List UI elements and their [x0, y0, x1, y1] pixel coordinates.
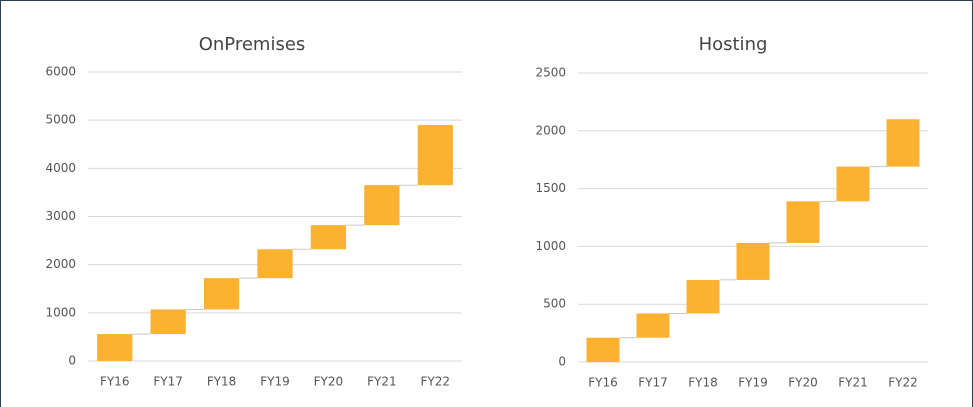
y-tick-label: 2500 — [535, 66, 566, 80]
x-tick-label: FY18 — [207, 375, 237, 389]
y-tick-label: 2000 — [535, 123, 566, 137]
bar — [786, 201, 820, 243]
chart-title: Hosting — [699, 34, 768, 55]
bar — [736, 242, 770, 280]
y-tick-label: 5000 — [45, 113, 76, 127]
y-tick-label: 6000 — [45, 65, 76, 79]
x-tick-label: FY22 — [421, 375, 451, 389]
x-tick-label: FY19 — [738, 376, 768, 390]
y-tick-label: 1500 — [535, 181, 566, 195]
y-tick-label: 2000 — [45, 257, 76, 271]
bar — [150, 309, 186, 335]
bar — [636, 313, 670, 338]
x-tick-label: FY18 — [688, 376, 718, 390]
bar — [97, 334, 133, 361]
bar — [364, 185, 400, 226]
bar — [417, 124, 453, 186]
x-tick-label: FY17 — [153, 375, 183, 389]
y-tick-label: 3000 — [45, 209, 76, 223]
x-tick-label: FY19 — [260, 375, 290, 389]
y-tick-label: 0 — [558, 355, 566, 369]
bar — [586, 337, 620, 362]
x-tick-label: FY20 — [314, 375, 344, 389]
bar — [886, 119, 920, 167]
bar — [203, 278, 240, 310]
bar — [686, 279, 720, 314]
y-tick-label: 0 — [68, 354, 76, 368]
y-tick-label: 500 — [543, 297, 566, 311]
y-tick-label: 1000 — [535, 239, 566, 253]
x-tick-label: FY17 — [638, 376, 668, 390]
bar — [836, 166, 870, 202]
x-tick-label: FY16 — [588, 376, 618, 390]
y-tick-label: 4000 — [45, 161, 76, 175]
bar — [257, 249, 293, 279]
x-tick-label: FY20 — [788, 376, 818, 390]
x-tick-label: FY21 — [838, 376, 868, 390]
bar — [310, 225, 347, 250]
x-tick-label: FY16 — [100, 375, 130, 389]
x-tick-label: FY22 — [888, 376, 918, 390]
y-tick-label: 1000 — [45, 305, 76, 319]
chart-title: OnPremises — [199, 34, 306, 55]
x-tick-label: FY21 — [367, 375, 397, 389]
